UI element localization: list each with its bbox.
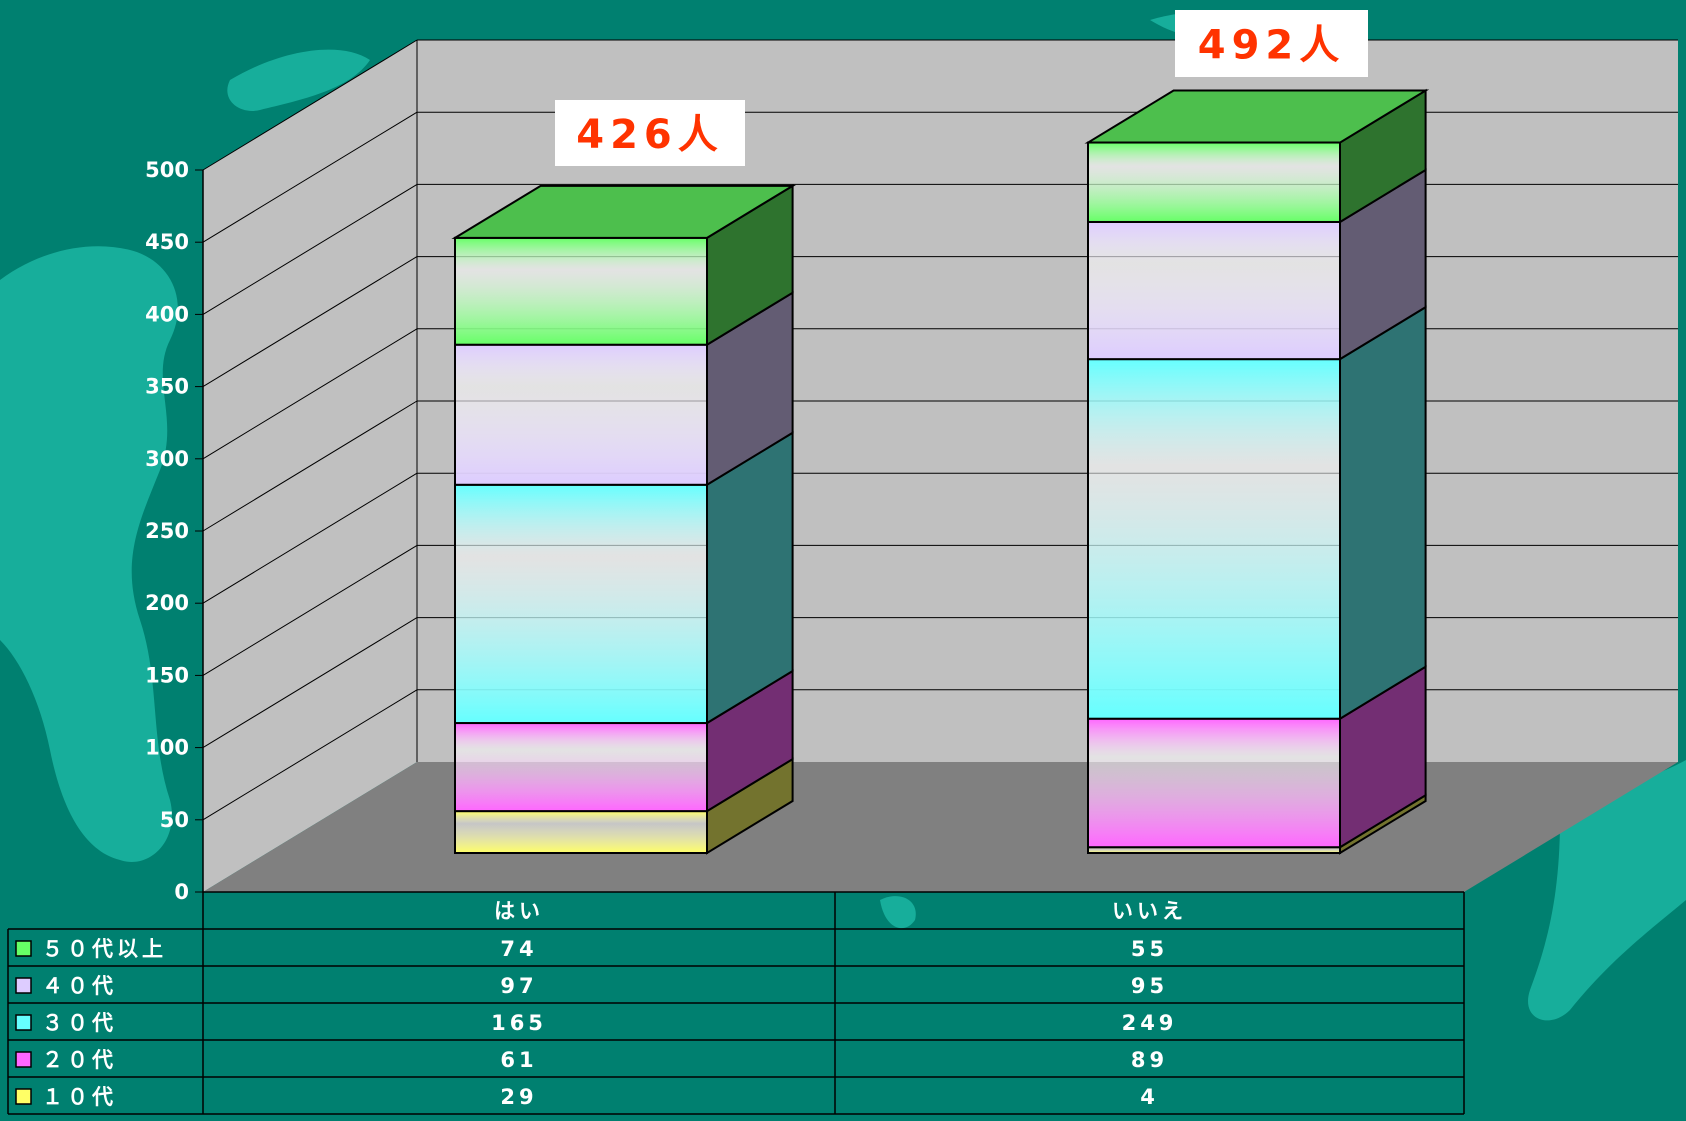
bar-top: [1084, 89, 1430, 144]
table-cell: 165: [491, 1011, 547, 1035]
bar-segment: [454, 669, 794, 813]
table-cell: 95: [1131, 974, 1168, 998]
gridline-side: [202, 400, 418, 532]
legend-label: １０代: [42, 1085, 117, 1109]
total-label-box: [555, 100, 745, 166]
bar-segment: [1087, 305, 1427, 721]
gridline-side: [202, 617, 418, 749]
total-label-box: [1175, 10, 1368, 77]
gridline-side: [202, 472, 418, 604]
total-label: 492人: [1175, 10, 1368, 77]
table-cell: 89: [1131, 1048, 1168, 1072]
y-tick-label: 500: [145, 158, 189, 182]
legend-key: [15, 1051, 32, 1068]
floor: [203, 762, 1678, 892]
gridline-side: [202, 544, 418, 676]
y-tick-label: 100: [145, 736, 189, 760]
table-row: ４０代 97 95: [15, 974, 1168, 998]
bar-segment: [454, 431, 794, 725]
table-column-header: いいえ: [1112, 899, 1187, 923]
gridline-side: [202, 39, 418, 171]
bar-segment: [454, 290, 794, 487]
bar-front: [1087, 358, 1341, 720]
y-tick-label: 450: [145, 230, 189, 254]
legend-label: ２０代: [42, 1048, 117, 1072]
y-tick-label: 150: [145, 663, 189, 687]
bar-front: [1087, 717, 1341, 849]
plot-area: [202, 39, 1678, 892]
gridline-side: [202, 689, 418, 821]
background-map-decoration: [0, 11, 1686, 1021]
table-row: ２０代 61 89: [15, 1048, 1168, 1072]
legend-label: ３０代: [42, 1011, 117, 1035]
total-label-text: 426人: [576, 112, 724, 158]
y-tick-label: 400: [145, 302, 189, 326]
y-axis-ticks: 0 50 100 150 200 250 300 350 400 450 500: [145, 158, 203, 904]
table-cell: 29: [500, 1085, 537, 1109]
table-cell: 55: [1131, 937, 1168, 961]
total-label-text: 492人: [1198, 23, 1346, 69]
table-cell: 4: [1140, 1085, 1159, 1109]
bar-front: [454, 722, 708, 813]
legend-key: [15, 1014, 32, 1031]
y-tick-label: 50: [160, 808, 189, 832]
total-labels: 426人 492人: [555, 10, 1368, 166]
bar-top: [451, 184, 797, 239]
table-cell: 61: [500, 1048, 537, 1072]
table-column-header: はい: [494, 899, 544, 923]
table-row: ３０代 165 249: [15, 1011, 1178, 1035]
gridline-side: [202, 183, 418, 315]
y-tick-label: 200: [145, 591, 189, 615]
legend-key: [15, 940, 32, 957]
legend-key: [15, 1088, 32, 1105]
table-row: １０代 29 4: [15, 1085, 1159, 1109]
gridlines: [202, 39, 1678, 821]
legend-label: ５０代以上: [42, 937, 167, 961]
table-cell: 97: [500, 974, 537, 998]
bar-front: [1087, 141, 1341, 223]
bar-front: [454, 810, 708, 855]
gridline-side: [202, 256, 418, 388]
table-cell: 74: [500, 937, 537, 961]
bar-segment: [454, 757, 794, 855]
y-tick-label: 350: [145, 375, 189, 399]
bar-front: [1087, 220, 1341, 361]
gridline-side: [202, 328, 418, 460]
y-tick-label: 0: [174, 880, 189, 904]
data-table: はい いいえ ５０代以上 74 55 ４０代 97 95 ３０代 165 249 ２０代 61 89 １０代…: [7, 891, 1465, 1115]
y-tick-label: 300: [145, 447, 189, 471]
table-cell: 249: [1122, 1011, 1178, 1035]
bar-front: [454, 236, 708, 346]
legend-key: [15, 977, 32, 994]
bar-side: [1339, 305, 1427, 721]
gridline-side: [202, 111, 418, 243]
bar-front: [454, 483, 708, 725]
bar-front: [454, 343, 708, 486]
table-row: ５０代以上 74 55: [15, 937, 1168, 961]
legend-label: ４０代: [42, 974, 117, 998]
total-label: 426人: [555, 100, 745, 166]
y-tick-label: 250: [145, 519, 189, 543]
bar-segment: [1087, 168, 1427, 361]
bars: [451, 88, 1430, 855]
